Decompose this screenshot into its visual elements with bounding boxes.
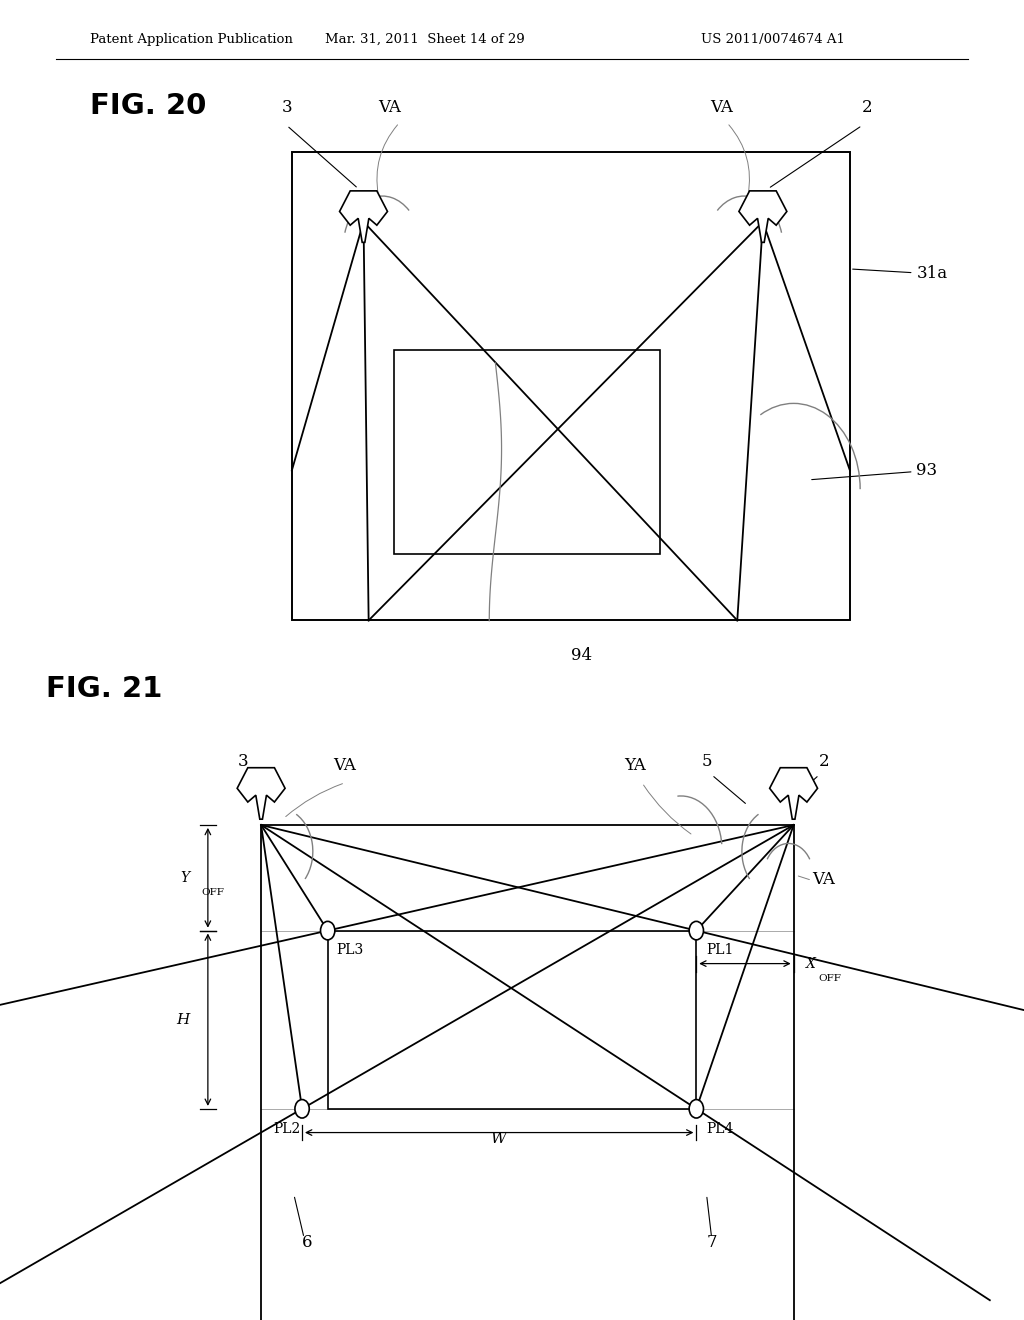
Text: FIG. 20: FIG. 20 xyxy=(90,91,207,120)
Bar xyxy=(328,931,696,1109)
Circle shape xyxy=(295,1100,309,1118)
Text: VA: VA xyxy=(378,99,400,116)
Text: VA: VA xyxy=(812,871,835,888)
Text: FIG. 21: FIG. 21 xyxy=(46,675,163,704)
Polygon shape xyxy=(340,191,387,243)
Text: 5: 5 xyxy=(701,752,712,770)
Circle shape xyxy=(321,921,335,940)
Text: OFF: OFF xyxy=(202,888,224,898)
Text: VA: VA xyxy=(334,756,356,774)
Text: 7: 7 xyxy=(707,1234,717,1251)
Text: VA: VA xyxy=(711,99,733,116)
Text: PL2: PL2 xyxy=(272,1122,300,1135)
Circle shape xyxy=(689,921,703,940)
Polygon shape xyxy=(770,768,817,820)
Text: 94: 94 xyxy=(570,647,592,664)
Polygon shape xyxy=(238,768,285,820)
Text: PL4: PL4 xyxy=(707,1122,734,1135)
Text: 3: 3 xyxy=(282,99,292,116)
Text: 93: 93 xyxy=(812,462,938,479)
Text: PL1: PL1 xyxy=(707,944,734,957)
Circle shape xyxy=(689,1100,703,1118)
Text: 2: 2 xyxy=(862,99,872,116)
Text: Patent Application Publication: Patent Application Publication xyxy=(90,33,293,46)
Polygon shape xyxy=(739,191,786,243)
Text: 31a: 31a xyxy=(853,265,947,282)
Bar xyxy=(292,152,850,620)
Text: OFF: OFF xyxy=(818,974,841,983)
Bar xyxy=(394,350,660,554)
Text: YA: YA xyxy=(624,756,646,774)
Text: Y: Y xyxy=(180,871,189,884)
Text: 3: 3 xyxy=(238,752,248,770)
Text: X: X xyxy=(806,957,816,970)
Text: 2: 2 xyxy=(819,752,829,770)
Text: 6: 6 xyxy=(302,1234,312,1251)
Text: US 2011/0074674 A1: US 2011/0074674 A1 xyxy=(701,33,846,46)
Text: W: W xyxy=(492,1131,507,1146)
Text: Mar. 31, 2011  Sheet 14 of 29: Mar. 31, 2011 Sheet 14 of 29 xyxy=(325,33,525,46)
Text: H: H xyxy=(176,1012,189,1027)
Text: PL3: PL3 xyxy=(336,944,364,957)
